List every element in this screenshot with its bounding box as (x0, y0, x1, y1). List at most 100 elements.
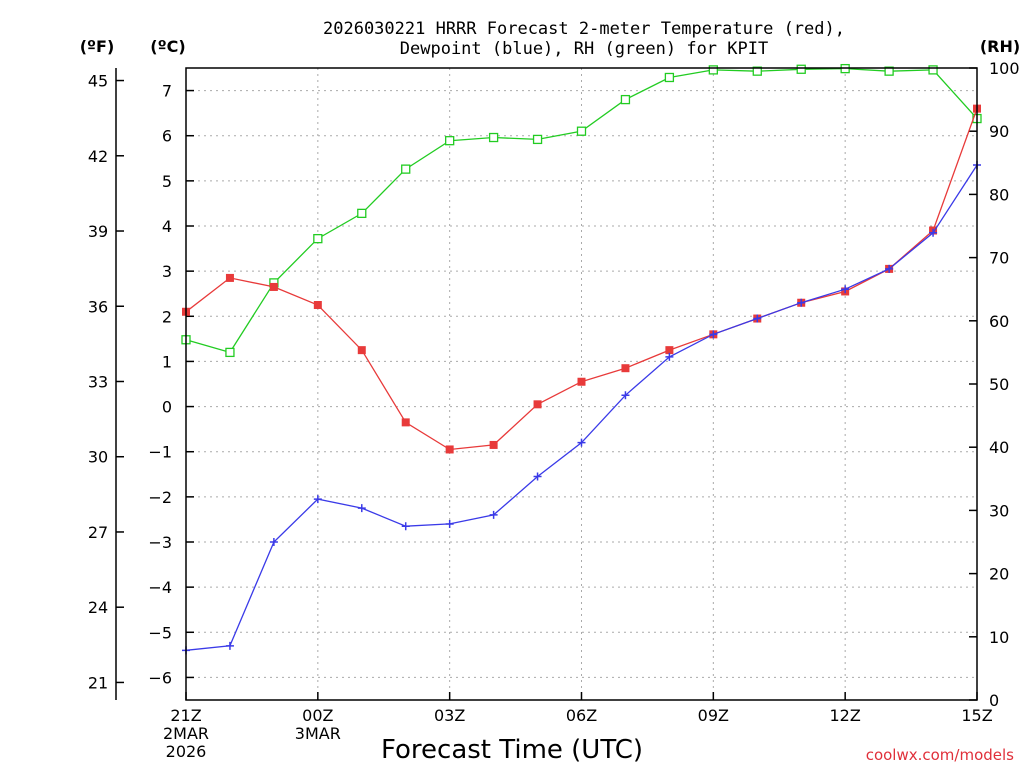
rh-tick-label: 70 (989, 249, 1009, 268)
dewpoint-point (841, 285, 850, 294)
temperature-point (489, 440, 498, 449)
celsius-tick-label: −3 (148, 533, 172, 552)
dewpoint-point (797, 298, 806, 307)
temperature-point (577, 377, 586, 386)
dewpoint-series (182, 161, 981, 655)
rh-tick-label: 80 (989, 185, 1009, 204)
celsius-tick-label: −6 (148, 668, 172, 687)
dewpoint-point (665, 352, 674, 361)
date-label: 3MAR (295, 724, 341, 743)
rh-point (445, 136, 455, 146)
rh-point (313, 233, 323, 244)
dewpoint-point (621, 391, 630, 400)
x-axis-label: Forecast Time (UTC) (381, 735, 643, 765)
celsius-tick-label: −4 (148, 578, 172, 597)
time-tick-label: 00Z (302, 706, 333, 725)
time-tick-label: 09Z (698, 706, 729, 725)
time-tick-label: 21Z (170, 706, 201, 725)
dewpoint-point (533, 472, 542, 481)
dewpoint-point (753, 314, 762, 323)
celsius-tick-label: 1 (162, 352, 172, 371)
rh-point (708, 65, 718, 75)
fahrenheit-tick-label: 42 (88, 147, 108, 166)
rh-point (576, 126, 587, 136)
celsius-tick-label: −5 (148, 623, 172, 642)
dewpoint-point (313, 495, 322, 504)
dewpoint-point (577, 438, 586, 447)
rh-tick-label: 100 (989, 59, 1020, 78)
celsius-tick-label: 6 (162, 127, 172, 146)
celsius-tick-label: 0 (162, 398, 172, 417)
celsius-tick-label: 5 (162, 172, 172, 191)
year-label: 2026 (166, 742, 207, 761)
rh-point (225, 347, 235, 358)
celsius-tick-label: −1 (148, 443, 172, 462)
date-label: 2MAR (163, 724, 209, 743)
rh-point (928, 65, 938, 75)
temperature-point (665, 346, 674, 355)
celsius-tick-label: 3 (162, 262, 172, 281)
rh-tick-label: 90 (989, 122, 1009, 141)
dewpoint-point (929, 228, 938, 237)
time-tick-label: 12Z (830, 706, 861, 725)
dewpoint-point (489, 510, 498, 519)
fahrenheit-tick-label: 21 (88, 673, 108, 692)
temperature-point (313, 301, 322, 309)
rh-point (532, 134, 543, 145)
temperature-point (445, 445, 454, 454)
time-tick-label: 15Z (961, 706, 992, 725)
dewpoint-point (225, 641, 234, 650)
fahrenheit-axis: 45 42 39 36 33 30 27 24 21 (88, 68, 124, 700)
chart-title-line2: Dewpoint (blue), RH (green) for KPIT (400, 39, 768, 59)
time-tick-label: 03Z (434, 706, 465, 725)
rh-point (620, 94, 631, 105)
plot-frame (185, 67, 978, 701)
rh-point (488, 132, 499, 143)
rh-tick-label: 50 (989, 375, 1009, 394)
fahrenheit-tick-label: 33 (88, 372, 108, 391)
temperature-point (621, 364, 630, 373)
fahrenheit-tick-label: 27 (88, 523, 108, 542)
temperature-point (401, 418, 410, 427)
rh-point (357, 208, 367, 219)
dewpoint-point (401, 522, 410, 531)
rh-point (796, 64, 806, 74)
temperature-point (269, 282, 278, 291)
fahrenheit-unit-label: (ºF) (80, 37, 115, 56)
celsius-tick-label: 7 (162, 82, 172, 101)
rh-unit-label: (RH) (980, 37, 1020, 56)
fahrenheit-tick-label: 30 (88, 448, 108, 467)
fahrenheit-tick-label: 45 (88, 72, 108, 91)
rh-tick-label: 30 (989, 501, 1009, 520)
rh-tick-label: 60 (989, 312, 1009, 331)
celsius-tick-label: 4 (162, 217, 172, 236)
dewpoint-point (445, 519, 454, 528)
celsius-tick-label: −2 (148, 488, 172, 507)
fahrenheit-tick-label: 39 (88, 222, 108, 241)
rh-point (401, 164, 411, 174)
fahrenheit-tick-label: 24 (88, 598, 108, 617)
credit-label: coolwx.com/models (866, 746, 1014, 764)
celsius-tick-label: 2 (162, 307, 172, 326)
temperature-point (533, 400, 542, 409)
time-tick-label: 06Z (566, 706, 597, 725)
rh-tick-label: 10 (989, 628, 1009, 647)
dewpoint-point (885, 264, 894, 273)
celsius-unit-label: (ºC) (150, 37, 185, 56)
rh-point (752, 66, 762, 76)
dewpoint-point (709, 330, 718, 339)
rh-series (181, 63, 982, 358)
celsius-axis: 7 6 5 4 3 2 1 0 −1 −2 −3 −4 −5 −6 (148, 82, 194, 687)
temperature-point (357, 346, 366, 355)
dewpoint-point (269, 538, 278, 546)
rh-point (664, 72, 675, 83)
fahrenheit-tick-label: 36 (88, 297, 108, 316)
rh-tick-label: 0 (989, 691, 999, 710)
dewpoint-point (357, 504, 366, 513)
chart-title-line1: 2026030221 HRRR Forecast 2-meter Tempera… (323, 19, 845, 39)
temperature-point (225, 273, 234, 282)
rh-tick-label: 20 (989, 565, 1009, 584)
